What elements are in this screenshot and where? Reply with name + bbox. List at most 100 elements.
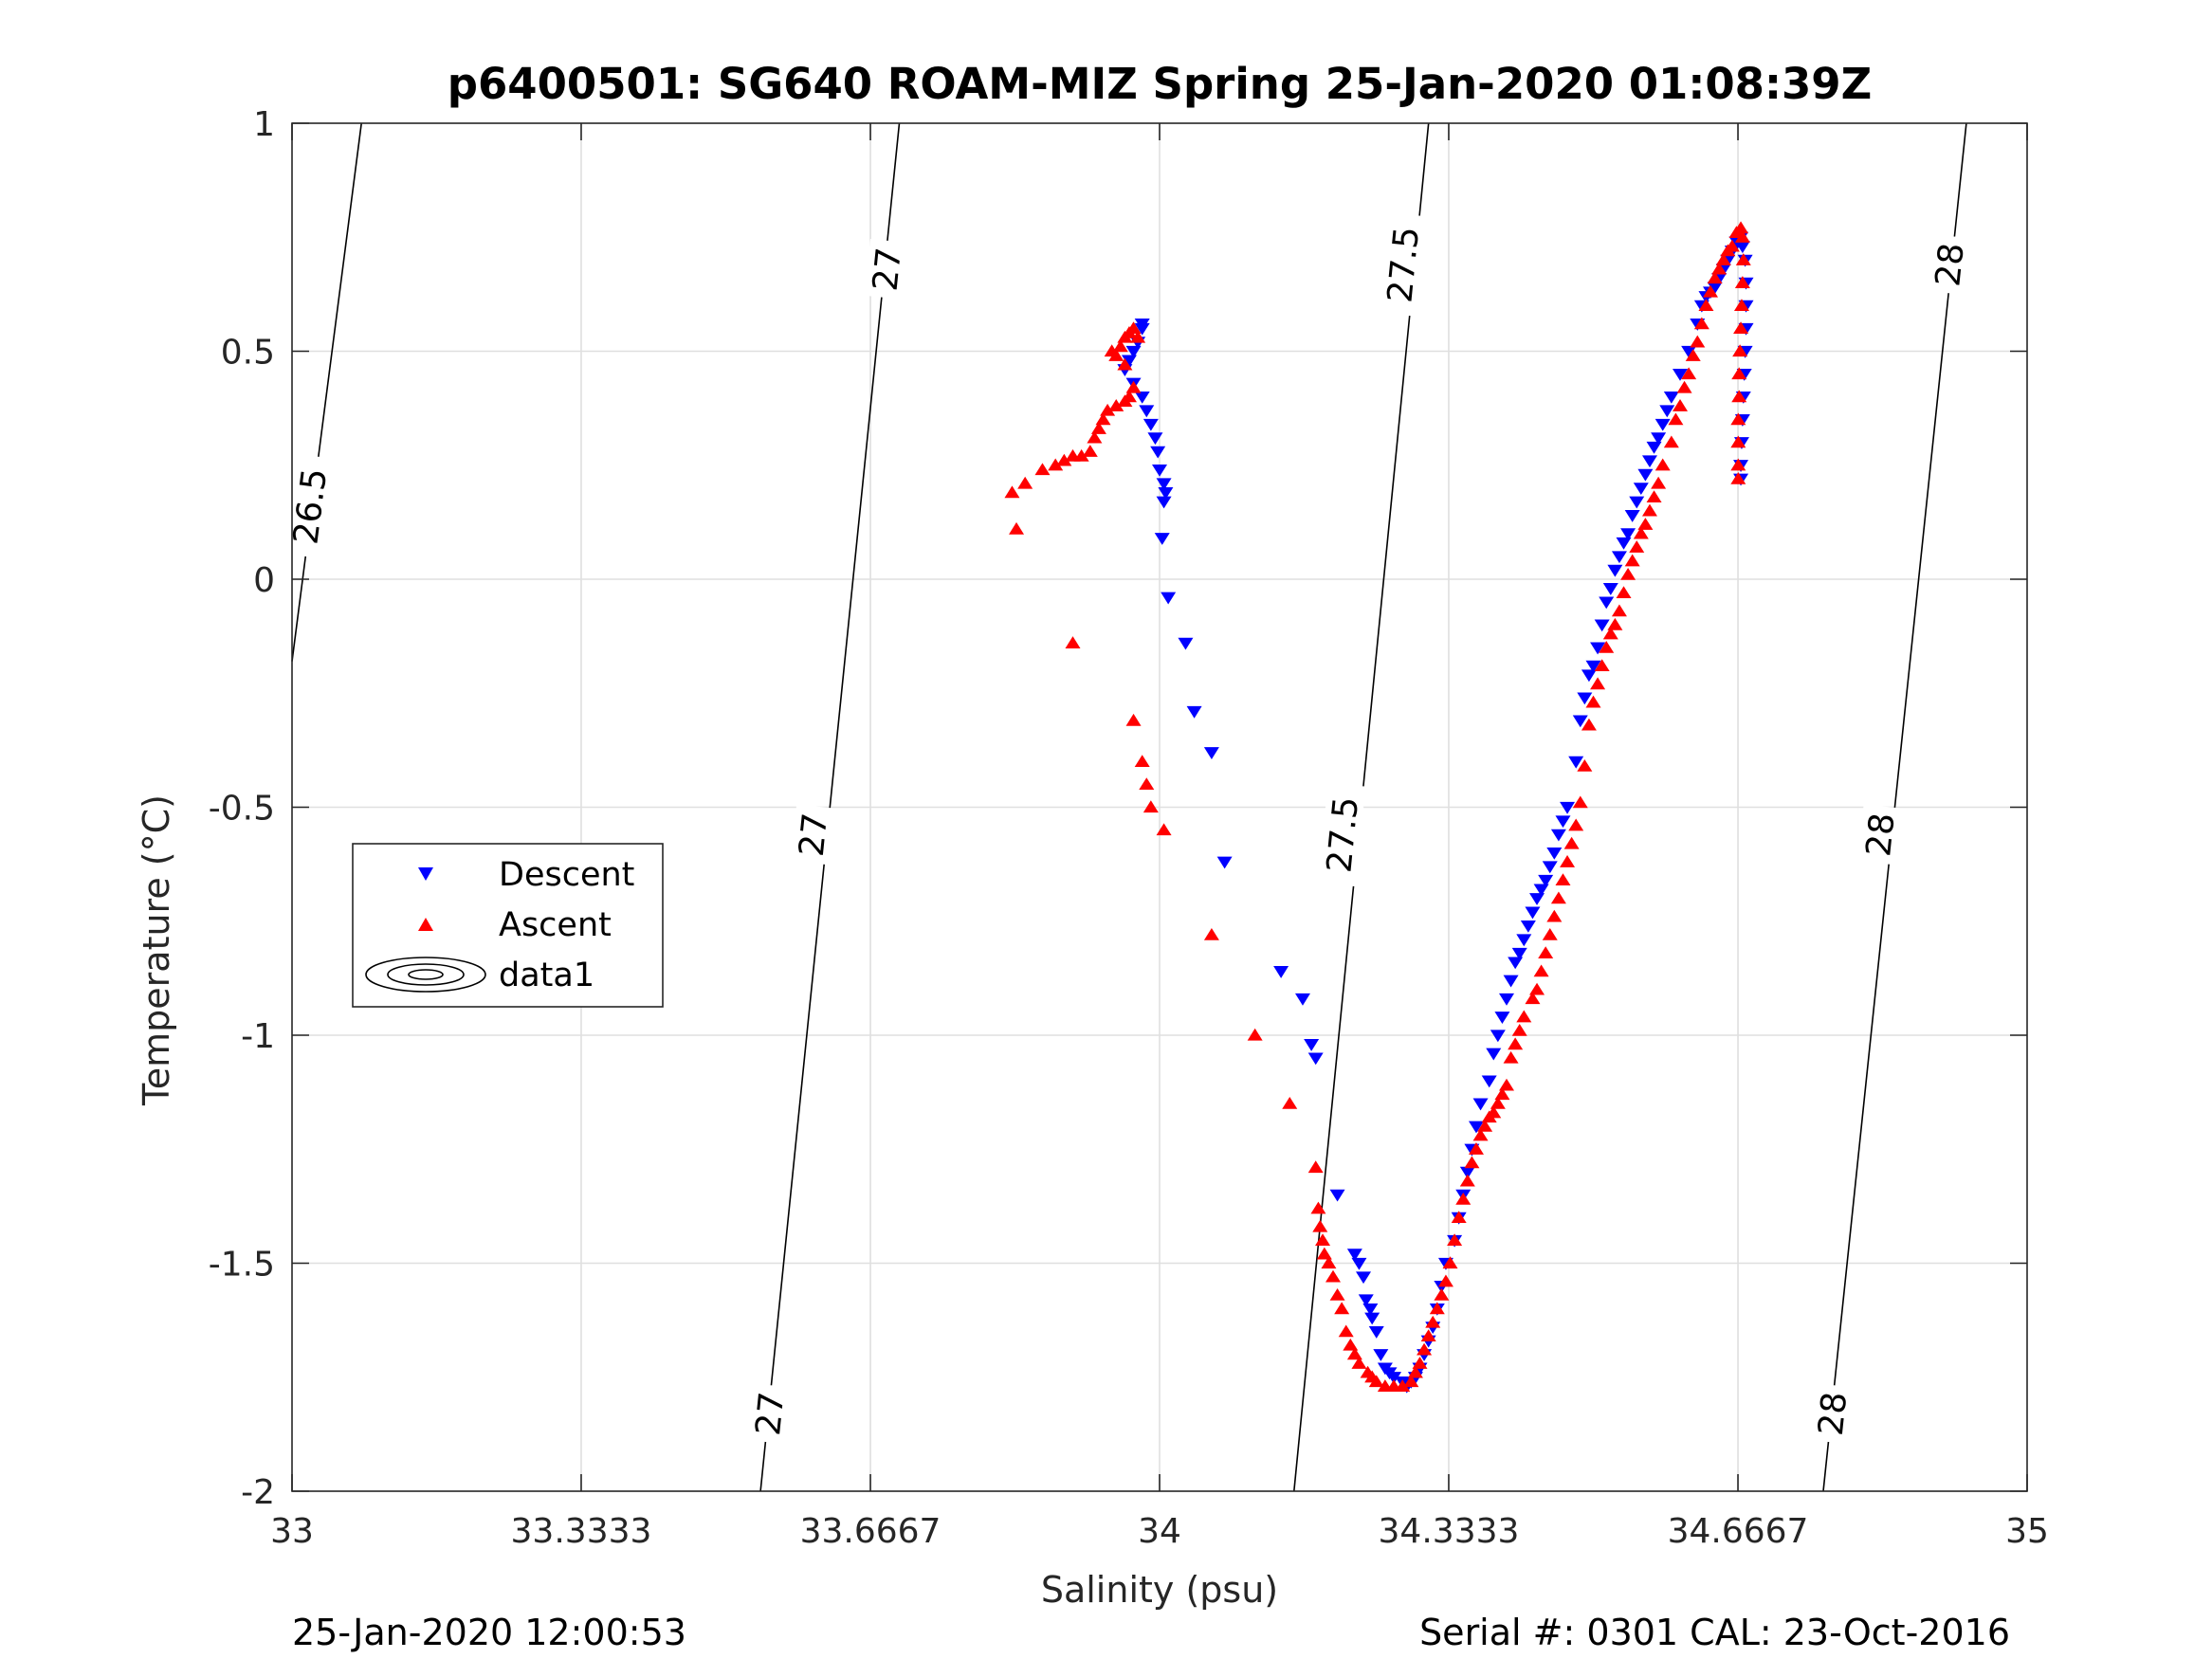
ascent-point bbox=[1681, 367, 1697, 380]
descent-point bbox=[1307, 1052, 1324, 1066]
data-markers bbox=[1004, 221, 1754, 1394]
descent-point bbox=[1590, 642, 1606, 655]
ascent-point bbox=[1602, 627, 1618, 640]
ascent-point bbox=[1693, 317, 1709, 330]
descent-point bbox=[1156, 478, 1172, 491]
ascent-point bbox=[1447, 1233, 1463, 1247]
ascent-point bbox=[1312, 1219, 1328, 1232]
contour-label-group: 28 bbox=[1857, 804, 1903, 866]
descent-point bbox=[1550, 829, 1566, 842]
ascent-point bbox=[1516, 1010, 1532, 1023]
contour-label-group: 28 bbox=[1810, 1383, 1855, 1445]
contour-legend-icon bbox=[365, 957, 486, 993]
descent-point bbox=[1681, 345, 1697, 358]
ascent-point bbox=[1048, 458, 1064, 471]
ascent-point bbox=[1087, 430, 1103, 444]
ascent-point bbox=[1715, 253, 1731, 265]
ascent-point bbox=[1368, 1375, 1384, 1388]
ascent-point bbox=[1703, 284, 1719, 298]
footer-timestamp: 25-Jan-2020 12:00:53 bbox=[292, 1612, 686, 1653]
ascent-point bbox=[1429, 1302, 1445, 1315]
descent-point bbox=[1533, 884, 1549, 897]
ascent-point bbox=[1451, 1211, 1467, 1223]
contour-label-gap bbox=[1927, 234, 1971, 296]
ascent-point bbox=[1412, 1357, 1428, 1369]
descent-point bbox=[1494, 1012, 1510, 1024]
descent-point bbox=[1304, 1039, 1320, 1051]
contour-label-gap bbox=[791, 804, 834, 866]
ascent-point bbox=[1316, 1247, 1332, 1260]
descent-point bbox=[1633, 483, 1649, 495]
ascent-point bbox=[1494, 1087, 1510, 1101]
ascent-point bbox=[1310, 1201, 1326, 1214]
footer-serial-calibration: Serial #: 0301 CAL: 23-Oct-2016 bbox=[1419, 1612, 2010, 1653]
ascent-point bbox=[1542, 927, 1558, 940]
x-tick-label: 34 bbox=[1138, 1512, 1181, 1551]
descent-point bbox=[1542, 861, 1558, 874]
ascent-point bbox=[1442, 1256, 1458, 1269]
descent-point bbox=[1499, 993, 1514, 1006]
y-tick-label: 0 bbox=[253, 561, 275, 600]
descent-point bbox=[1186, 705, 1202, 719]
ascent-point bbox=[1646, 490, 1662, 503]
ascent-point bbox=[1247, 1028, 1263, 1041]
ascent-point bbox=[1338, 1324, 1354, 1338]
descent-point bbox=[1459, 1166, 1475, 1179]
ascent-point bbox=[1090, 422, 1106, 434]
descent-point bbox=[1147, 432, 1163, 446]
descent-point bbox=[1368, 1326, 1384, 1339]
x-tick-label: 35 bbox=[2005, 1512, 2049, 1551]
descent-point bbox=[1154, 533, 1170, 545]
ascent-point bbox=[1732, 344, 1748, 357]
descent-point bbox=[1472, 1098, 1489, 1111]
ascent-point bbox=[1490, 1096, 1506, 1109]
ascent-point bbox=[1004, 485, 1020, 499]
descent-point bbox=[1538, 874, 1554, 887]
descent-point bbox=[1134, 392, 1150, 404]
descent-point bbox=[1273, 966, 1289, 978]
x-axis-label: Salinity (psu) bbox=[1041, 1569, 1278, 1611]
ascent-point bbox=[1100, 403, 1116, 416]
descent-point bbox=[1646, 441, 1662, 454]
y-tick-label: 1 bbox=[253, 105, 275, 144]
ascent-point bbox=[1130, 330, 1146, 343]
descent-point bbox=[1599, 596, 1615, 610]
ascent-point bbox=[1533, 964, 1549, 977]
descent-point bbox=[1364, 1312, 1380, 1325]
legend-data1-label: data1 bbox=[499, 957, 594, 994]
ascent-point bbox=[1134, 755, 1150, 767]
descent-point bbox=[1568, 756, 1584, 769]
descent-point bbox=[1125, 345, 1142, 358]
ascent-point bbox=[1724, 239, 1740, 252]
ascent-point bbox=[1572, 795, 1588, 809]
descent-point bbox=[1178, 637, 1194, 650]
ascent-point bbox=[1459, 1174, 1475, 1187]
ascent-point bbox=[1112, 339, 1128, 353]
descent-point bbox=[1616, 537, 1632, 550]
ascent-point bbox=[1673, 399, 1688, 411]
ascent-point bbox=[1503, 1050, 1519, 1064]
ascent-point bbox=[1282, 1096, 1298, 1109]
ascent-point bbox=[1590, 677, 1606, 690]
ascent-point bbox=[1511, 1023, 1527, 1036]
ascent-point bbox=[1563, 836, 1580, 849]
ascent-point bbox=[1599, 640, 1615, 653]
descent-point bbox=[1520, 920, 1536, 933]
descent-point bbox=[1216, 856, 1233, 869]
contour-line-26.5 bbox=[291, 122, 362, 662]
ascent-point bbox=[1731, 367, 1747, 380]
descent-point bbox=[1511, 947, 1527, 960]
ascent-point bbox=[1620, 567, 1636, 580]
ascent-point bbox=[1733, 221, 1749, 234]
ascent-point bbox=[1329, 1287, 1345, 1301]
ascent-point bbox=[1637, 518, 1654, 530]
ascent-point bbox=[1733, 321, 1749, 335]
ascent-point bbox=[1073, 448, 1089, 462]
descent-point bbox=[1607, 564, 1623, 577]
ascent-point bbox=[1108, 399, 1124, 411]
contour-label-group: 27.5 bbox=[1318, 782, 1366, 887]
ascent-point bbox=[1560, 855, 1576, 867]
descent-point bbox=[1654, 418, 1671, 431]
descent-point bbox=[1362, 1304, 1379, 1316]
